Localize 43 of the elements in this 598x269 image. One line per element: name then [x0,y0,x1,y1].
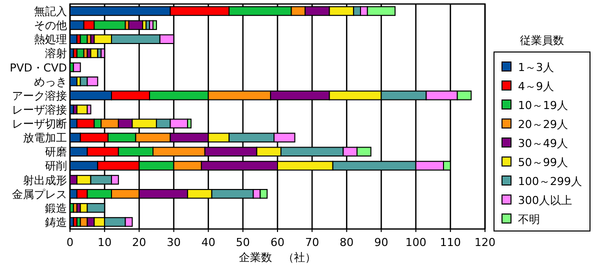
y-tick-label: 溶射 [45,47,67,60]
y-tick-label: 熱処理 [34,33,67,46]
legend-label: 4～9人 [518,80,554,93]
legend-label: 20～29人 [518,118,568,131]
y-tick-label: 無記入 [34,5,67,18]
y-tick-label: 研削 [45,160,67,173]
y-tick-label: 鍛造 [45,202,67,215]
x-tick-label: 10 [98,236,112,249]
y-tick-label: その他 [34,19,67,32]
x-tick-label: 50 [236,236,250,249]
legend-title: 従業員数 [520,34,564,47]
x-tick-label: 0 [66,236,74,249]
y-tick-label: レーザ溶接 [12,103,67,116]
bar [72,62,81,72]
x-tick-label: 40 [201,236,216,249]
x-tick-label: 80 [340,236,354,249]
y-tick-label: めっき [34,75,67,88]
y-tick-label: PVD・CVD [10,61,67,74]
y-tick-label: 研磨 [45,146,67,159]
x-tick-label: 30 [166,236,181,249]
x-axis-title: 企業数 （社） [239,251,316,264]
legend-label: 1～3人 [518,61,554,74]
x-tick-label: 100 [405,236,426,249]
legend-label: 不明 [518,213,540,226]
y-tick-label: 鋳造 [45,216,67,229]
y-tick-label: 金属プレス [12,188,67,201]
x-tick-label: 70 [305,236,320,249]
legend-label: 30～49人 [518,137,568,150]
x-tick-label: 120 [474,236,496,249]
legend-label: 300人以上 [518,194,572,207]
legend-label: 50～99人 [518,156,568,169]
y-tick-label: レーザ切断 [12,118,67,131]
bar [76,104,88,114]
y-tick-label: 射出成形 [23,174,67,187]
y-tick-label: アーク溶接 [12,89,67,102]
legend-label: 100～299人 [518,175,582,188]
y-tick-label: 放電加工 [23,132,67,145]
x-tick-label: 90 [374,236,388,249]
x-tick-label: 60 [270,236,284,249]
bar [152,20,157,30]
legend-label: 10～19人 [518,99,568,112]
x-tick-label: 20 [132,236,146,249]
x-tick-label: 110 [440,236,461,249]
